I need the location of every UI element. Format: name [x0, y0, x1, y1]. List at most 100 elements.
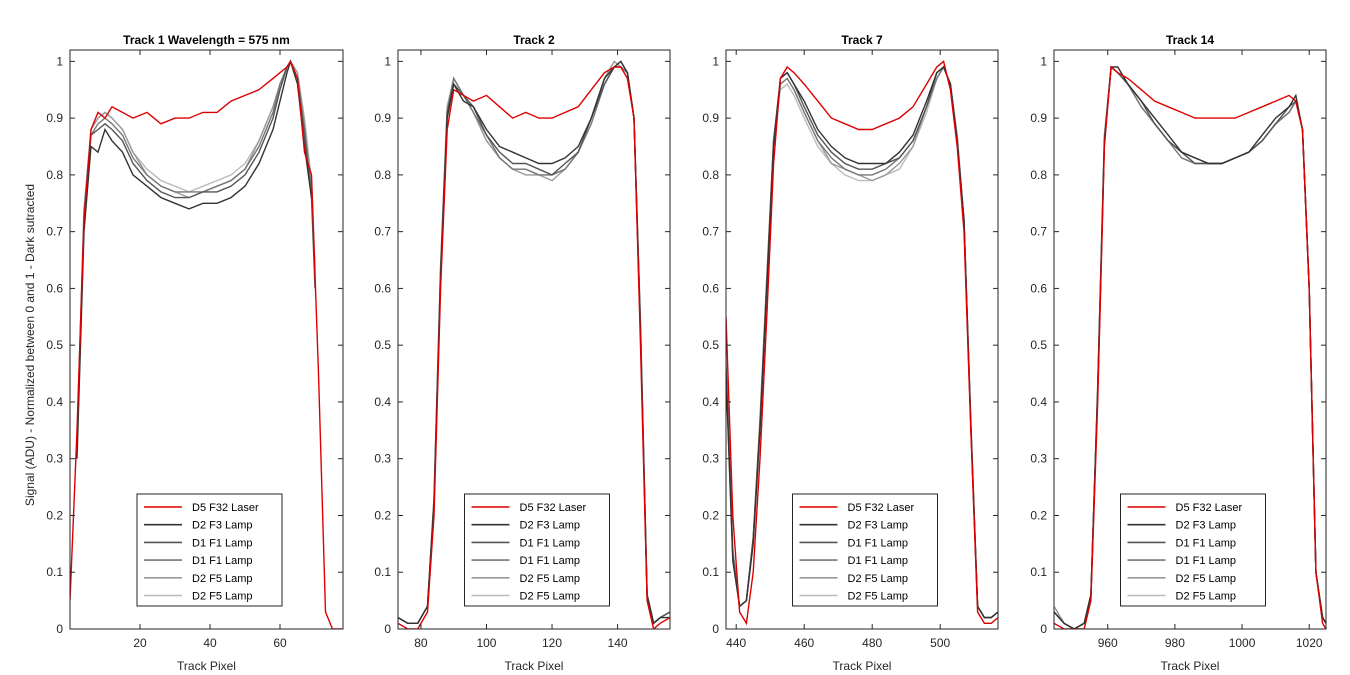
y-tick-label: 0.5 — [374, 338, 391, 352]
y-tick-label: 0.3 — [374, 452, 391, 466]
x-tick-label: 100 — [476, 636, 496, 650]
legend-label: D5 F32 Laser — [848, 502, 915, 514]
x-tick-label: 40 — [203, 636, 217, 650]
x-tick-label: 60 — [273, 636, 287, 650]
legend-label: D2 F3 Lamp — [1176, 520, 1237, 532]
y-tick-label: 0.1 — [46, 565, 63, 579]
x-tick-label: 1020 — [1296, 636, 1323, 650]
series-line-1 — [398, 66, 670, 629]
axes-box — [725, 49, 999, 630]
legend-label: D1 F1 Lamp — [848, 537, 909, 549]
series-line-5 — [76, 60, 316, 442]
y-tick-label: 0.3 — [702, 452, 719, 466]
y-tick-label: 0.6 — [702, 281, 719, 295]
legend: D5 F32 Laser D2 F3 Lamp D1 F1 Lamp D1 F1 La… — [136, 493, 283, 607]
y-tick-label: 0.2 — [702, 508, 719, 522]
series-line-2 — [76, 59, 313, 459]
x-axis-label: Track Pixel — [1161, 659, 1220, 673]
y-tick-label: 0.2 — [46, 508, 63, 522]
y-tick-label: 0.1 — [374, 565, 391, 579]
x-tick-label: 80 — [414, 636, 428, 650]
legend-label: D2 F5 Lamp — [848, 573, 909, 585]
y-tick-label: 0.9 — [374, 111, 391, 125]
y-tick-label: 0.4 — [374, 395, 391, 409]
y-tick-label: 0.2 — [1030, 508, 1047, 522]
legend-label: D2 F3 Lamp — [520, 520, 581, 532]
series-group — [70, 59, 343, 629]
legend: D5 F32 Laser D2 F3 Lamp D1 F1 Lamp D1 F1 La… — [1120, 493, 1266, 607]
legend-label: D2 F5 Lamp — [192, 573, 253, 585]
legend-label: D2 F5 Lamp — [1176, 591, 1237, 603]
x-tick-label: 960 — [1098, 636, 1118, 650]
y-tick-label: 0.9 — [1030, 111, 1047, 125]
series-group — [726, 60, 998, 626]
legend-label: D1 F1 Lamp — [520, 555, 581, 567]
y-tick-label: 0 — [1040, 622, 1047, 636]
y-tick-label: 0 — [384, 622, 391, 636]
x-tick-label: 20 — [133, 636, 147, 650]
x-tick-label: 1000 — [1229, 636, 1256, 650]
legend-label: D1 F1 Lamp — [848, 555, 909, 567]
y-tick-label: 0.5 — [1030, 338, 1047, 352]
legend-label: D1 F1 Lamp — [192, 555, 253, 567]
legend-box — [1120, 493, 1266, 607]
y-tick-label: 0.3 — [1030, 452, 1047, 466]
panel-title: Track 1 Wavelength = 575 nm — [123, 33, 290, 47]
x-axis-label: Track Pixel — [505, 659, 564, 673]
x-axis-label: Track Pixel — [177, 659, 236, 673]
panel-title: Track 7 — [841, 33, 883, 47]
series-line-2 — [726, 65, 998, 619]
panel-2: 0 0.1 0.2 0.3 0.4 0.5 0.6 0.7 0.8 0.9 1 80 100 120 140… — [374, 33, 671, 673]
x-axis-label: Track Pixel — [833, 659, 892, 673]
y-tick-label: 0.4 — [1030, 395, 1047, 409]
y-tick-label: 0.3 — [46, 452, 63, 466]
x-tick-label: 120 — [542, 636, 562, 650]
legend-label: D2 F5 Lamp — [192, 591, 253, 603]
legend-label: D2 F3 Lamp — [192, 520, 253, 532]
series-group — [398, 60, 670, 629]
panel-3: 0 0.1 0.2 0.3 0.4 0.5 0.6 0.7 0.8 0.9 1 440 460 480 50… — [702, 33, 999, 673]
panel-title: Track 2 — [513, 33, 555, 47]
y-tick-label: 0.8 — [1030, 168, 1047, 182]
series-line-1 — [70, 59, 343, 629]
y-tick-label: 0.9 — [46, 111, 63, 125]
y-tick-label: 0.7 — [374, 225, 391, 239]
legend-label: D2 F5 Lamp — [1176, 573, 1237, 585]
legend-label: D2 F3 Lamp — [848, 520, 909, 532]
axes-box — [397, 49, 671, 630]
y-tick-label: 0.6 — [1030, 281, 1047, 295]
y-tick-label: 0.7 — [1030, 225, 1047, 239]
axes-box — [1053, 49, 1327, 630]
legend-label: D5 F32 Laser — [520, 502, 587, 514]
x-tick-label: 440 — [726, 636, 746, 650]
y-axis-label: Signal (ADU) - Normalized between 0 and … — [23, 184, 37, 506]
legend-box — [792, 493, 938, 607]
y-tick-label: 0.5 — [46, 338, 63, 352]
y-tick-label: 0.5 — [702, 338, 719, 352]
legend-label: D1 F1 Lamp — [520, 537, 581, 549]
y-tick-label: 0.4 — [702, 395, 719, 409]
y-tick-label: 0.6 — [374, 281, 391, 295]
legend-box — [464, 493, 610, 607]
x-tick-label: 140 — [608, 636, 628, 650]
y-tick-label: 1 — [384, 54, 391, 68]
legend-label: D1 F1 Lamp — [1176, 537, 1237, 549]
series-group — [1054, 65, 1326, 629]
legend-label: D2 F5 Lamp — [520, 591, 581, 603]
legend-label: D2 F5 Lamp — [848, 591, 909, 603]
legend: D5 F32 Laser D2 F3 Lamp D1 F1 Lamp D1 F1 La… — [464, 493, 610, 607]
x-tick-label: 460 — [794, 636, 814, 650]
y-tick-label: 0.4 — [46, 395, 63, 409]
y-tick-label: 0 — [56, 622, 63, 636]
y-tick-label: 0.1 — [702, 565, 719, 579]
axes-box — [69, 49, 344, 630]
x-tick-label: 500 — [930, 636, 950, 650]
y-tick-label: 0.7 — [46, 225, 63, 239]
y-tick-label: 0 — [712, 622, 719, 636]
y-tick-label: 1 — [56, 54, 63, 68]
x-tick-label: 980 — [1165, 636, 1185, 650]
series-line-1 — [726, 60, 998, 626]
y-tick-label: 0.7 — [702, 225, 719, 239]
